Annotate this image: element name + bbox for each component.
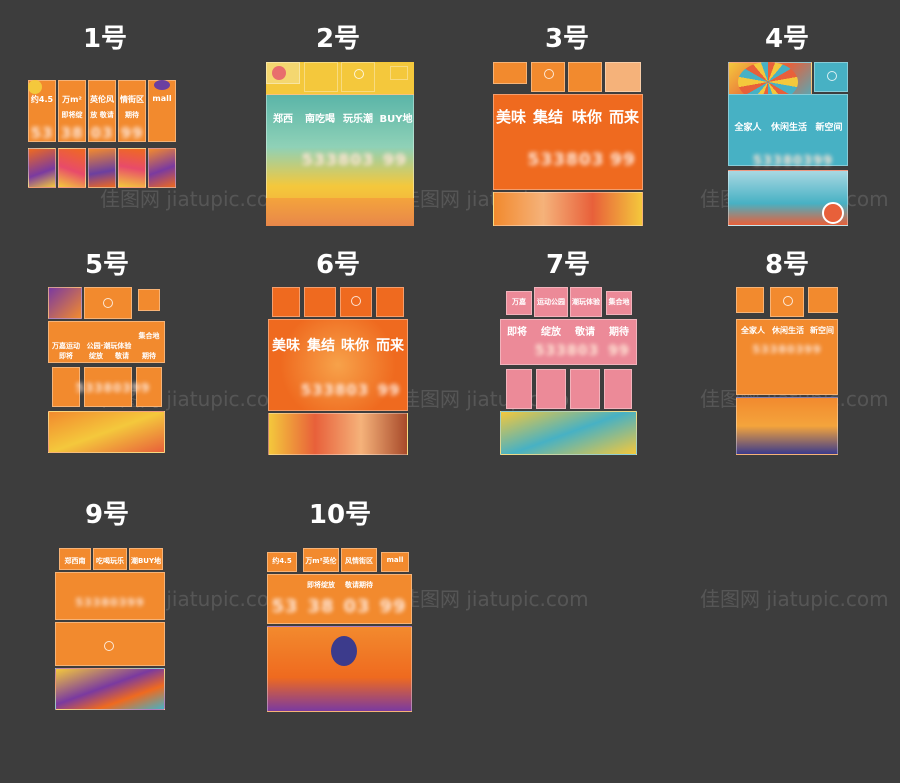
design-6-text: 集结 [307, 338, 335, 354]
design-6-text: 美味 [272, 338, 300, 354]
design-5-text: 期待 [142, 352, 156, 360]
design-7-panel[interactable]: 万嘉 运动公园 潮玩体验 集合地 即将 绽放 敬请 期待 533803 99 [500, 287, 637, 455]
design-9-text: 郑西南 [64, 557, 86, 565]
design-1-text: 情街区 [120, 95, 144, 104]
design-10-panel[interactable]: 约4.5 万m²英伦 风情街区 mall 即将绽放 敬请期待 53 38 03 … [267, 548, 412, 712]
design-2-panel[interactable]: 郑西 南吃喝 玩乐潮 BUY地 533803 99 [266, 62, 414, 226]
design-label-9: 9号 [84, 500, 130, 530]
design-8-panel[interactable]: 全家人 休闲生活 新空间 53380399 [736, 287, 838, 455]
design-5-text: 集合地 [138, 332, 160, 340]
design-label-2: 2号 [315, 24, 361, 54]
design-7-text: 集合地 [608, 298, 630, 306]
design-9-text: 吃喝玩乐 [96, 557, 124, 565]
design-1-phone: 38 [60, 124, 84, 142]
design-5-text: 即将 [59, 352, 73, 360]
design-label-3: 3号 [544, 24, 590, 54]
design-3-phone: 533803 [527, 150, 605, 170]
design-8-text: 新空间 [810, 326, 834, 335]
design-2-phone: 99 [382, 150, 408, 169]
design-10-phone: 38 [307, 596, 335, 617]
design-3-text: 而来 [608, 108, 639, 126]
design-10-phone: 53 [271, 596, 299, 617]
design-3-text: 味你 [571, 108, 602, 126]
design-10-text: 即将绽放 [307, 581, 335, 589]
design-7-phone: 99 [608, 343, 630, 359]
design-3-panel[interactable]: 美味 集结 味你 而来 533803 99 [493, 62, 643, 226]
design-8-text: 全家人 [741, 326, 765, 335]
design-4-text: 全家人 [734, 123, 762, 133]
design-7-text: 运动公园 [537, 298, 565, 306]
design-7-phone: 533803 [534, 343, 600, 359]
design-4-text: 新空间 [815, 123, 843, 133]
design-10-phone: 03 [343, 596, 371, 617]
design-7-text: 万嘉 [512, 298, 526, 306]
design-7-text: 期待 [609, 327, 629, 338]
design-label-6: 6号 [315, 250, 361, 280]
design-5-phone: 53380399 [75, 381, 151, 395]
design-2-text: 郑西 [273, 114, 293, 125]
design-6-text: 而来 [376, 338, 404, 354]
design-4-phone: 53380399 [752, 154, 834, 169]
design-label-5: 5号 [84, 250, 130, 280]
design-1-phone: 99 [120, 124, 144, 142]
design-6-text: 味你 [341, 338, 369, 354]
design-3-phone: 99 [610, 150, 636, 170]
design-5-text: 公园·潮玩体验 [86, 342, 132, 350]
design-10-text: mall [386, 556, 404, 564]
watermark: 佳图网 jiatupic.com [400, 587, 589, 611]
design-7-text: 潮玩体验 [572, 298, 600, 306]
design-1-panel[interactable]: 约4.5 万m² 英伦风 情街区 mall 即将绽 放 敬请 期待 53 38 … [28, 80, 178, 192]
design-7-text: 敬请 [575, 327, 595, 338]
design-label-8: 8号 [764, 250, 810, 280]
design-6-phone: 99 [377, 381, 401, 399]
design-1-text: 期待 [125, 111, 139, 119]
design-1-phone: 03 [90, 124, 114, 142]
design-6-phone: 533803 [300, 381, 370, 399]
design-10-phone: 99 [379, 596, 407, 617]
design-3-text: 美味 [495, 108, 526, 126]
design-3-text: 集结 [532, 108, 563, 126]
design-9-text: 潮BUY地 [130, 557, 162, 565]
design-8-phone: 53380399 [752, 343, 822, 356]
design-2-text: 玩乐潮 [343, 114, 373, 125]
design-10-text: 万m²英伦 [305, 557, 337, 565]
design-1-text: mall [152, 94, 172, 103]
design-1-text: 英伦风 [90, 95, 114, 104]
watermark: 佳图网 jiatupic.com [100, 187, 289, 211]
design-2-phone: 533803 [301, 150, 375, 169]
design-10-text: 敬请期待 [345, 581, 373, 589]
design-2-text: 南吃喝 [305, 114, 335, 125]
design-1-text: 放 敬请 [90, 111, 114, 119]
design-1-text: 万m² [62, 95, 82, 104]
design-1-text: 即将绽 [61, 111, 83, 119]
design-1-phone: 53 [30, 124, 54, 142]
design-7-text: 即将 [507, 327, 527, 338]
design-9-panel[interactable]: 郑西南 吃喝玩乐 潮BUY地 53380399 [55, 542, 165, 710]
design-label-1: 1号 [82, 24, 128, 54]
design-4-panel[interactable]: 全家人 休闲生活 新空间 53380399 [728, 62, 848, 226]
design-10-text: 风情街区 [345, 557, 373, 565]
design-9-phone: 53380399 [75, 596, 145, 609]
design-5-text: 万嘉运动 [52, 342, 80, 350]
design-8-text: 休闲生活 [772, 326, 804, 335]
design-1-text: 约4.5 [30, 95, 54, 104]
design-7-text: 绽放 [541, 327, 561, 338]
design-2-text: BUY地 [379, 114, 413, 125]
design-5-text: 绽放 [89, 352, 103, 360]
design-6-panel[interactable]: 美味 集结 味你 而来 533803 99 [268, 287, 408, 455]
design-label-4: 4号 [764, 24, 810, 54]
design-5-text: 敬请 [115, 352, 129, 360]
design-10-text: 约4.5 [272, 557, 292, 565]
design-label-7: 7号 [545, 250, 591, 280]
watermark: 佳图网 jiatupic.com [700, 587, 889, 611]
design-label-10: 10号 [308, 500, 372, 530]
design-5-panel[interactable]: 万嘉运动 公园·潮玩体验 集合地 即将 绽放 敬请 期待 53380399 [48, 287, 165, 453]
design-4-text: 休闲生活 [770, 123, 807, 133]
